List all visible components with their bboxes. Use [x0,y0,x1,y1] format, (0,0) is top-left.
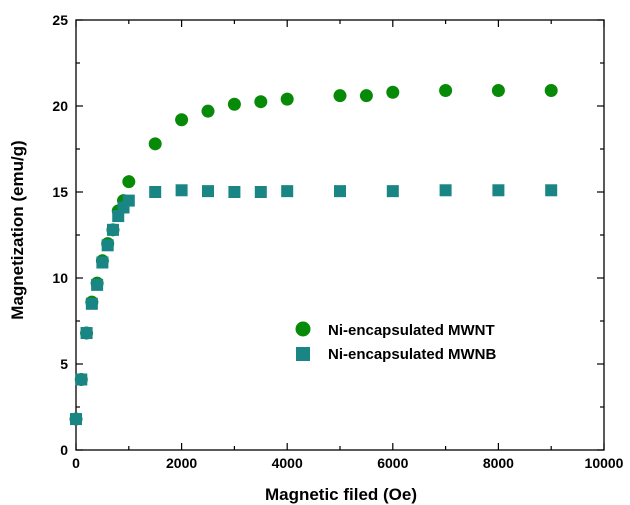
mwnb-data-point [202,185,214,197]
mwnt-data-point [492,84,505,97]
mwnb-data-point [387,185,399,197]
x-tick-label: 2000 [166,455,197,471]
x-axis-label: Magnetic filed (Oe) [265,485,417,504]
mwnt-data-point [228,98,241,111]
x-tick-label: 4000 [272,455,303,471]
mwnt-data-point [254,95,267,108]
mwnt-data-point [360,89,373,102]
mwnb-data-point [334,185,346,197]
legend-label-mwnt: Ni-encapsulated MWNT [328,322,495,339]
mwnb-data-point [70,413,82,425]
mwnt-data-point [545,84,558,97]
mwnt-data-point [202,105,215,118]
mwnt-data-point [439,84,452,97]
mwnb-data-point [255,186,267,198]
y-tick-label: 10 [52,270,68,286]
mwnb-data-point [123,195,135,207]
plot-frame [76,20,604,450]
mwnb-data-point [96,257,108,269]
mwnb-data-point [102,239,114,251]
mwnb-data-point [107,224,119,236]
legend-marker-mwnb [296,347,310,361]
mwnb-data-point [176,184,188,196]
mwnt-data-point [281,93,294,106]
mwnb-data-point [545,184,557,196]
mwnt-data-point [175,113,188,126]
mwnb-data-point [81,327,93,339]
mwnt-data-point [149,137,162,150]
y-tick-label: 15 [52,184,68,200]
x-tick-label: 8000 [483,455,514,471]
legend-label-mwnb: Ni-encapsulated MWNB [328,346,497,363]
x-tick-label: 6000 [377,455,408,471]
y-axis-label: Magnetization (emu/g) [8,140,27,319]
mwnb-data-point [75,373,87,385]
legend-marker-mwnt [296,322,311,337]
mwnt-data-point [334,89,347,102]
mwnt-data-point [386,86,399,99]
y-tick-label: 20 [52,98,68,114]
mwnb-data-point [91,279,103,291]
mwnb-data-point [281,185,293,197]
mwnt-data-point [122,175,135,188]
x-tick-label: 10000 [585,455,624,471]
y-tick-label: 0 [60,442,68,458]
mwnb-data-point [440,184,452,196]
mwnb-data-point [228,186,240,198]
y-tick-label: 5 [60,356,68,372]
mwnb-data-point [149,186,161,198]
mwnb-data-point [86,298,98,310]
mwnb-data-point [492,184,504,196]
y-tick-label: 25 [52,12,68,28]
legend: Ni-encapsulated MWNT Ni-encapsulated MWN… [296,322,497,364]
x-tick-label: 0 [72,455,80,471]
